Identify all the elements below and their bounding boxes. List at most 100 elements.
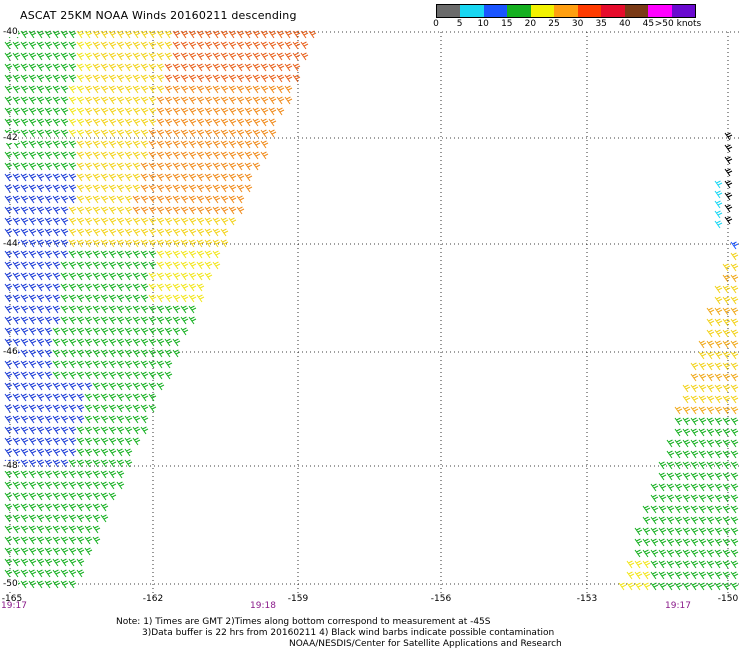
wind-barb [4,382,13,391]
wind-barb [108,63,117,72]
wind-barb [292,52,301,61]
wind-barb [724,192,733,201]
wind-barb [44,129,53,138]
wind-barb [92,415,101,424]
wind-barb [690,560,699,569]
wind-barb [28,426,37,435]
wind-barb [12,360,21,369]
wind-barb [124,63,133,72]
wind-barb [156,195,165,204]
wind-barb [132,426,141,435]
wind-barb [204,261,213,270]
wind-barb [92,228,101,237]
wind-barb [180,173,189,182]
wind-barb [108,107,117,116]
wind-barb [132,415,141,424]
wind-barb [132,404,141,413]
wind-barb [730,538,739,547]
wind-barb [12,371,21,380]
wind-barb [20,338,29,347]
time-label-center: 19:18 [250,601,276,611]
wind-barb [108,85,117,94]
wind-barb [52,239,61,248]
wind-barb [100,327,109,336]
wind-barb [172,74,181,83]
wind-barb [690,373,699,382]
wind-barb [228,52,237,61]
wind-barb [690,549,699,558]
wind-barb [148,338,157,347]
wind-barb [132,228,141,237]
wind-barb [60,316,69,325]
wind-barb [60,437,69,446]
wind-barb [84,173,93,182]
wind-barb [284,30,293,39]
wind-barb [132,74,141,83]
wind-barb [68,195,77,204]
wind-barb [722,318,731,327]
wind-barb [76,294,85,303]
wind-barb [252,96,261,105]
wind-barb [724,156,733,165]
wind-barb [44,261,53,270]
wind-barb [76,360,85,369]
wind-barb [714,329,723,338]
wind-barb [44,184,53,193]
wind-barb [36,316,45,325]
wind-barb [172,327,181,336]
wind-barb [140,272,149,281]
wind-barb [36,250,45,259]
wind-barb [180,195,189,204]
time-label-left: 19:17 [1,601,27,611]
legend-label: 25 [548,19,560,29]
wind-barb [714,582,723,591]
wind-barb [84,239,93,248]
wind-barb [92,437,101,446]
wind-barb [260,129,269,138]
wind-barb [698,483,707,492]
wind-barb [172,140,181,149]
wind-barb [36,74,45,83]
wind-barb [124,327,133,336]
wind-barb [28,503,37,512]
wind-barb [220,74,229,83]
wind-barb [196,272,205,281]
wind-barb [84,41,93,50]
wind-barb [52,173,61,182]
wind-barb [28,162,37,171]
wind-barb [84,514,93,523]
wind-barb [36,569,45,578]
wind-barb [722,373,731,382]
wind-barb [52,426,61,435]
wind-barb [706,351,715,360]
wind-barb [172,338,181,347]
wind-barb [204,118,213,127]
wind-barb [674,527,683,536]
wind-barb [300,41,309,50]
wind-barb [108,261,117,270]
wind-barb [730,483,739,492]
wind-barb [124,30,133,39]
wind-barb [12,184,21,193]
wind-barb [244,96,253,105]
wind-barb [84,338,93,347]
wind-barb [698,406,707,415]
wind-barb [28,107,37,116]
wind-barb [60,327,69,336]
wind-barb [180,107,189,116]
wind-barb [706,472,715,481]
wind-barb [36,118,45,127]
map-title: ASCAT 25KM NOAA Winds 20160211 descendin… [20,9,297,22]
wind-barb [4,195,13,204]
wind-barb [228,173,237,182]
wind-barb [100,316,109,325]
wind-barb [108,404,117,413]
wind-barb [4,404,13,413]
wind-barb [666,582,675,591]
wind-barb [706,461,715,470]
wind-barb [108,129,117,138]
wind-barb [4,96,13,105]
wind-barb [204,151,213,160]
wind-barb [60,470,69,479]
wind-barb [124,382,133,391]
